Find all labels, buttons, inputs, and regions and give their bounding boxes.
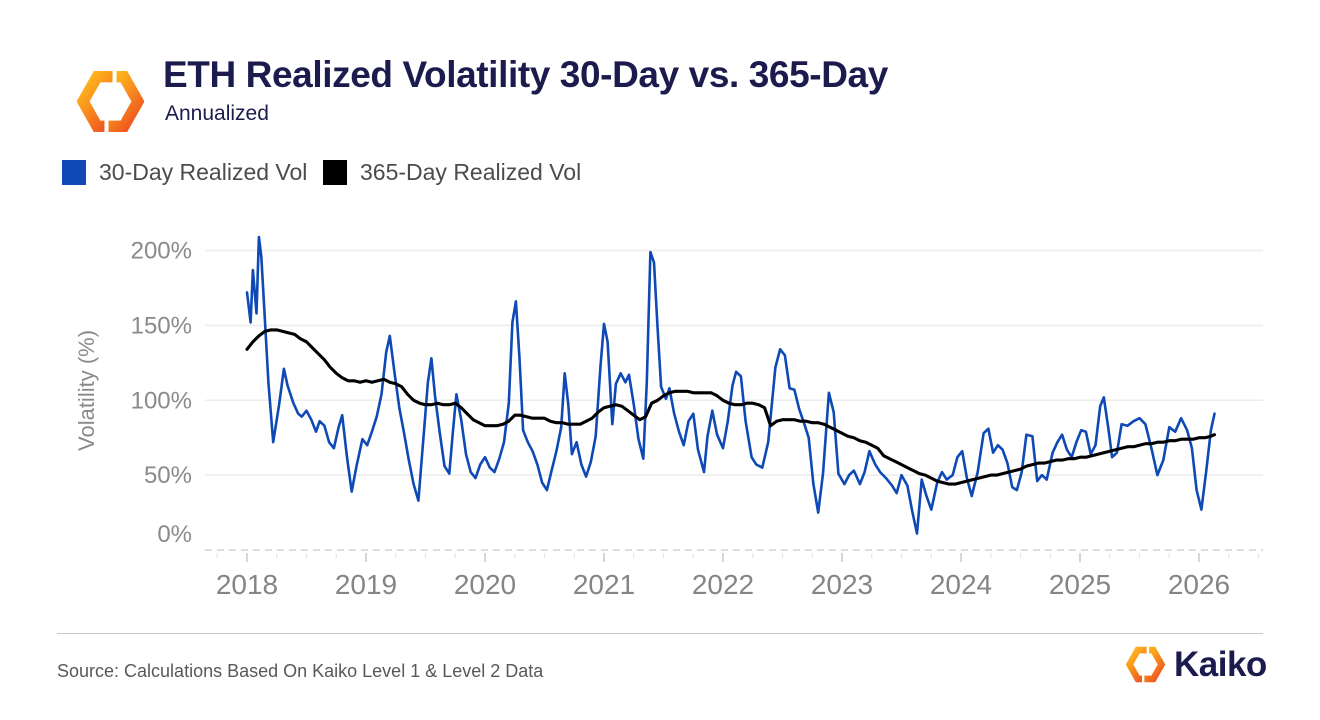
- x-tick-label-2023: 2023: [811, 569, 873, 600]
- source-note: Source: Calculations Based On Kaiko Leve…: [57, 661, 544, 681]
- x-tick-label-2021: 2021: [573, 569, 635, 600]
- page-title: ETH Realized Volatility 30-Day vs. 365-D…: [163, 54, 888, 95]
- x-tick-label-2019: 2019: [335, 569, 397, 600]
- legend-label-30d: 30-Day Realized Vol: [99, 159, 308, 185]
- page-subtitle: Annualized: [165, 102, 269, 125]
- footer-divider: [57, 633, 1263, 634]
- x-tick-label-2025: 2025: [1049, 569, 1111, 600]
- x-tick-label-2022: 2022: [692, 569, 754, 600]
- x-tick-label-2026: 2026: [1168, 569, 1230, 600]
- y-tick-label: 200%: [131, 238, 192, 265]
- y-tick-label: 50%: [144, 462, 192, 489]
- y-tick-label: 100%: [131, 387, 192, 414]
- legend-label-365d: 365-Day Realized Vol: [360, 159, 582, 185]
- y-tick-label: 150%: [131, 312, 192, 339]
- series-line-365d: [245, 328, 1217, 486]
- legend-swatch-30d: [62, 160, 86, 185]
- legend-item-30d[interactable]: 30-Day Realized Vol: [62, 159, 307, 186]
- series-line-30d: [245, 235, 1216, 535]
- legend-item-365d[interactable]: 365-Day Realized Vol: [323, 159, 581, 186]
- y-tick-label: 0%: [157, 521, 192, 548]
- kaiko-logo-icon-small: [1126, 644, 1165, 685]
- kaiko-wordmark: Kaiko: [1174, 644, 1267, 684]
- legend-swatch-365d: [323, 160, 347, 185]
- x-tick-label-2020: 2020: [454, 569, 516, 600]
- kaiko-brand: Kaiko: [1126, 644, 1267, 685]
- x-tick-label-2018: 2018: [216, 569, 278, 600]
- x-tick-label-2024: 2024: [930, 569, 992, 600]
- legend: 30-Day Realized Vol 365-Day Realized Vol: [62, 159, 762, 187]
